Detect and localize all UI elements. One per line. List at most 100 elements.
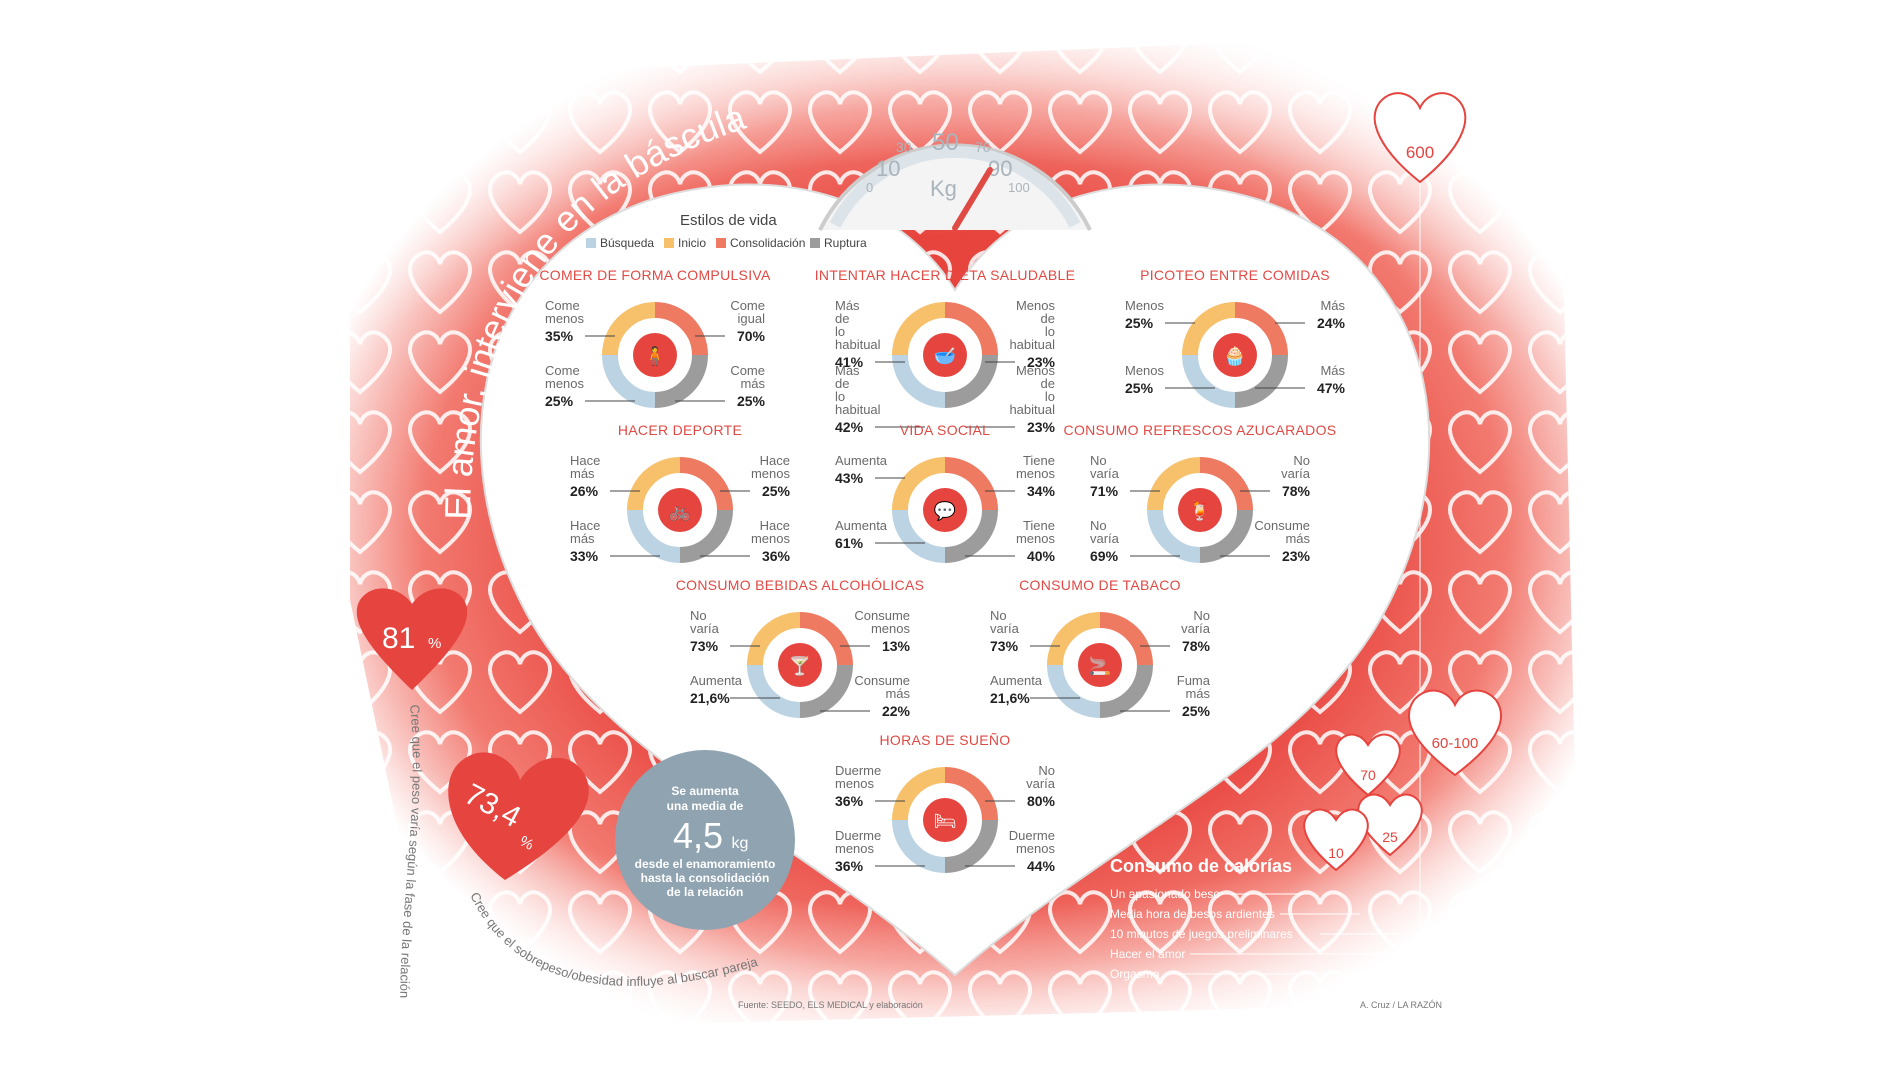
donut-label-text: varía [1090, 466, 1120, 481]
donut-label-value: 22% [882, 703, 911, 719]
cigarette-icon: 🚬 [1089, 655, 1111, 676]
calories-item-label: Un apasionado beso [1110, 887, 1220, 901]
donut-label-text: No [1090, 518, 1107, 533]
calories-item-label: Orgasmo [1110, 967, 1160, 981]
eating-person-icon: 🧍 [644, 345, 666, 366]
donut-segment [1182, 354, 1236, 408]
donut-label-text: de [835, 376, 849, 391]
donut-segment [679, 457, 733, 511]
donut-label-value: 71% [1090, 483, 1119, 499]
donut-segment [944, 457, 998, 511]
donut-label-text: Hace [760, 518, 790, 533]
avg-gain-line: de la relación [667, 885, 744, 899]
donut-label-text: lo [835, 389, 845, 404]
cyclist-icon: 🚲 [669, 501, 691, 521]
calorie-value: 60-100 [1432, 735, 1479, 752]
donut-label-text: habitual [835, 337, 881, 352]
cupcake-icon: 🧁 [1224, 345, 1246, 366]
donut-label-text: Aumenta [690, 673, 743, 688]
donut-label-text: varía [990, 621, 1020, 636]
scale-tick: 30 [896, 139, 912, 155]
donut-segment [944, 819, 998, 873]
donut-label-value: 25% [1125, 315, 1154, 331]
bowl-icon [923, 333, 967, 377]
donut-segment [747, 664, 801, 718]
donut-label-text: lo [1045, 324, 1055, 339]
soft-drink-icon: 🍹 [1189, 500, 1211, 521]
donut-label-value: 21,6% [690, 690, 730, 706]
donut-label-value: 13% [882, 638, 911, 654]
donut-label-text: Duerme [1009, 828, 1055, 843]
donut-segment [799, 664, 853, 718]
donut-label-text: de [1041, 311, 1055, 326]
donut-segment [1047, 612, 1101, 666]
donut-segment [1199, 509, 1253, 563]
chart-title: COMER DE FORMA COMPULSIVA [539, 267, 771, 283]
donut-segment [1234, 354, 1288, 408]
donut-label-value: 25% [545, 393, 574, 409]
donut-label-text: de [1041, 376, 1055, 391]
scale-tick: 0 [866, 180, 873, 195]
donut-label-text: Hace [760, 453, 790, 468]
legend-label: Consolidación [730, 236, 805, 250]
legend-label: Búsqueda [600, 236, 654, 250]
stat-heart-81: 81 % [356, 588, 468, 690]
donut-label-text: menos [1016, 841, 1056, 856]
donut-label-text: menos [835, 776, 875, 791]
donut-segment [654, 302, 708, 356]
donut-label-text: más [1185, 686, 1210, 701]
donut-charts: COMER DE FORMA COMPULSIVA🧍Comemenos35%Co… [539, 267, 1345, 874]
donut-label-text: más [570, 531, 595, 546]
donut-label-text: Come [545, 298, 580, 313]
cocktail-icon: 🍸 [789, 655, 811, 676]
calorie-value: 600 [1406, 143, 1434, 162]
donut-label-text: Tiene [1023, 518, 1055, 533]
donut-label-text: menos [545, 311, 585, 326]
donut-label-text: menos [871, 621, 911, 636]
donut-label-value: 23% [1027, 354, 1056, 370]
donut-label-value: 23% [1027, 419, 1056, 435]
donut-label-text: Aumenta [990, 673, 1043, 688]
scale-needle [952, 167, 993, 231]
donut-chart: CONSUMO REFRESCOS AZUCARADOS🍹Novaría71%N… [1064, 422, 1337, 564]
chart-title: HACER DEPORTE [618, 422, 742, 438]
chart-title: INTENTAR HACER DIETA SALUDABLE [815, 267, 1076, 283]
donut-label-text: más [570, 466, 595, 481]
legend: Estilos de vida Búsqueda Inicio Consolid… [586, 212, 867, 250]
donut-label-value: 36% [835, 858, 864, 874]
donut-segment [627, 509, 681, 563]
donut-label-value: 21,6% [990, 690, 1030, 706]
donut-label-value: 36% [762, 548, 791, 564]
donut-segment [747, 612, 801, 666]
donut-label-value: 23% [1282, 548, 1311, 564]
donut-segment [892, 457, 946, 511]
donut-label-text: No [1193, 608, 1210, 623]
donut-label-value: 33% [570, 548, 599, 564]
donut-label-text: Más [835, 363, 860, 378]
donut-label-text: Duerme [835, 828, 881, 843]
donut-label-value: 43% [835, 470, 864, 486]
donut-segment [892, 302, 946, 356]
donut-label-text: Menos [1016, 363, 1056, 378]
legend-label: Ruptura [824, 236, 867, 250]
scale-unit: Kg [930, 176, 957, 201]
donut-chart: COMER DE FORMA COMPULSIVA🧍Comemenos35%Co… [539, 267, 771, 409]
cyclist-icon [658, 488, 702, 532]
donut-label-text: lo [835, 324, 845, 339]
donut-chart: CONSUMO DE TABACO🚬Novaría73%Novaría78%Au… [990, 577, 1211, 719]
donut-label-value: 36% [835, 793, 864, 809]
donut-label-value: 25% [1125, 380, 1154, 396]
donut-label-text: No [690, 608, 707, 623]
source-note: Fuente: SEEDO, ELS MEDICAL y elaboración [738, 1000, 923, 1010]
legend-swatch [586, 238, 596, 248]
scale-tick: 100 [1008, 180, 1030, 195]
donut-segment [654, 354, 708, 408]
donut-segment [602, 302, 656, 356]
bowl-icon: 🥣 [934, 346, 956, 366]
cupcake-icon [1213, 333, 1257, 377]
donut-segment [799, 612, 853, 666]
donut-label-text: lo [1045, 389, 1055, 404]
donut-label-text: varía [1181, 621, 1211, 636]
donut-segment [1099, 664, 1153, 718]
